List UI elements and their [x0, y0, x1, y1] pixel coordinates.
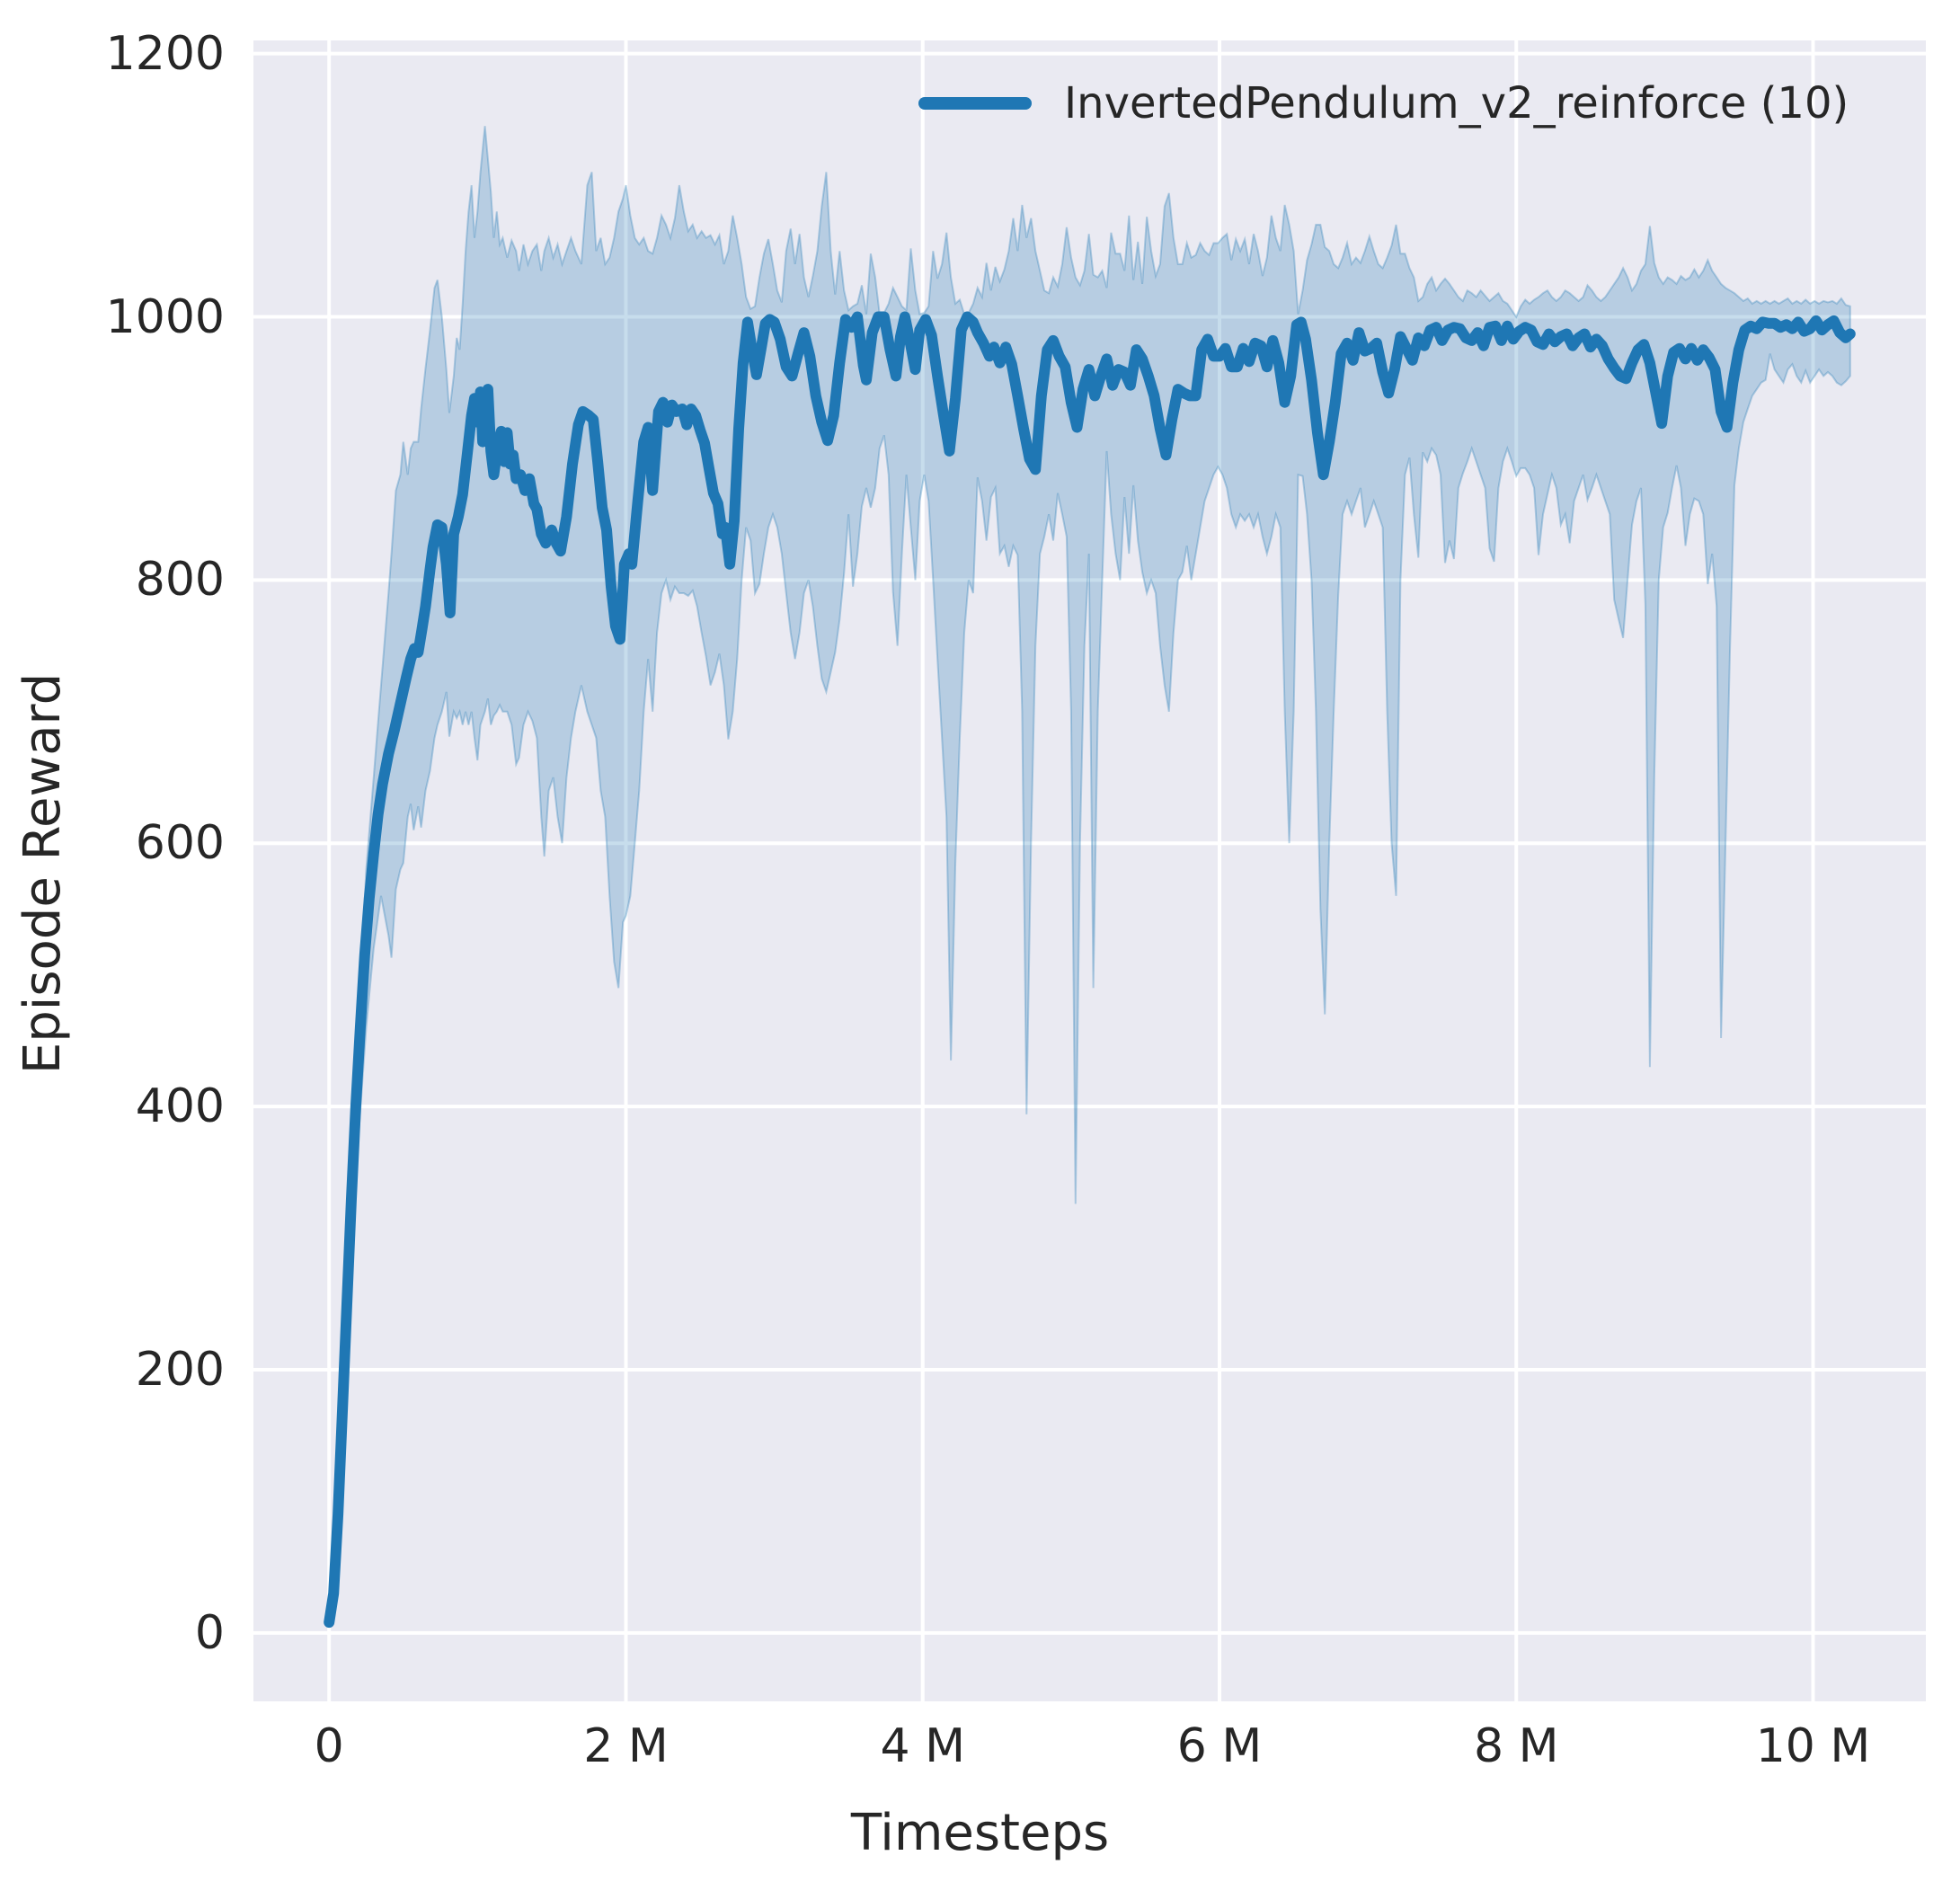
legend-label: InvertedPendulum_v2_reinforce (10) [1064, 78, 1849, 129]
x-tick-label: 4 M [880, 1719, 965, 1773]
y-tick-label: 800 [135, 553, 225, 608]
x-tick-label: 0 [314, 1719, 344, 1773]
y-tick-label: 1200 [105, 26, 225, 81]
legend-line-icon [918, 97, 1032, 111]
y-tick-label: 600 [135, 816, 225, 871]
y-tick-label: 400 [135, 1079, 225, 1134]
legend: InvertedPendulum_v2_reinforce (10) [918, 80, 1849, 128]
x-tick-label: 10 M [1755, 1719, 1871, 1773]
x-tick-label: 8 M [1473, 1719, 1559, 1773]
y-tick-label: 0 [194, 1605, 225, 1660]
y-tick-label: 1000 [105, 289, 225, 344]
x-tick-label: 6 M [1176, 1719, 1263, 1773]
x-tick-label: 2 M [583, 1719, 669, 1773]
x-axis-label: Timesteps [850, 1804, 1110, 1862]
y-tick-label: 200 [135, 1342, 225, 1397]
